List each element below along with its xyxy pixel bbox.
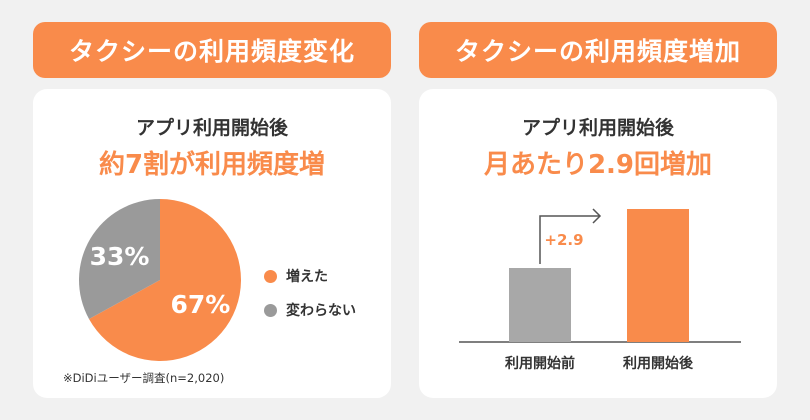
bar-category-label-1: 利用開始後 — [623, 355, 694, 372]
pie-legend: 増えた 変わらない — [264, 265, 356, 333]
pie-slice-label-0: 67% — [171, 290, 231, 319]
pie-slice-label-1: 33% — [90, 242, 150, 271]
left-panel-header-text: タクシーの利用頻度変化 — [68, 37, 355, 66]
right-card-title: アプリ利用開始後 — [521, 117, 674, 139]
pie-slice-0 — [89, 199, 241, 361]
legend-swatch-increased — [264, 269, 277, 283]
legend-label-unchanged: 変わらない — [286, 303, 356, 319]
bar-0 — [509, 268, 571, 342]
right-card-headline: 月あたり2.9回増加 — [483, 150, 713, 180]
bar-chart: 利用開始前 利用開始後 +2.9 — [459, 208, 741, 372]
pie-slice-1 — [78, 199, 160, 320]
bar-category-label-0: 利用開始前 — [505, 355, 575, 372]
right-panel-header: タクシーの利用頻度増加 — [419, 22, 777, 78]
increase-label: +2.9 — [544, 231, 583, 249]
left-panel-header: タクシーの利用頻度変化 — [33, 22, 391, 78]
right-card: アプリ利用開始後 月あたり2.9回増加 利用開始前 利用開始後 +2.9 — [419, 89, 777, 398]
legend-label-increased: 増えた — [286, 269, 328, 285]
left-card: アプリ利用開始後 約7割が利用頻度増 67% 33% 増えた 変わらない ※DiD… — [33, 89, 391, 398]
right-panel-header-text: タクシーの利用頻度増加 — [454, 37, 741, 66]
left-card-headline: 約7割が利用頻度増 — [98, 150, 326, 180]
legend-item-increased: 増えた — [264, 265, 356, 287]
pie-chart: 67% 33% — [78, 199, 241, 361]
survey-footnote: ※DiDiユーザー調査(n=2,020) — [63, 371, 225, 385]
legend-swatch-unchanged — [264, 303, 277, 317]
left-card-title: アプリ利用開始後 — [135, 117, 288, 139]
bar-1 — [627, 209, 689, 342]
increase-arrow-line — [539, 215, 599, 264]
legend-item-unchanged: 変わらない — [264, 299, 356, 321]
increase-arrow-head — [592, 208, 602, 224]
